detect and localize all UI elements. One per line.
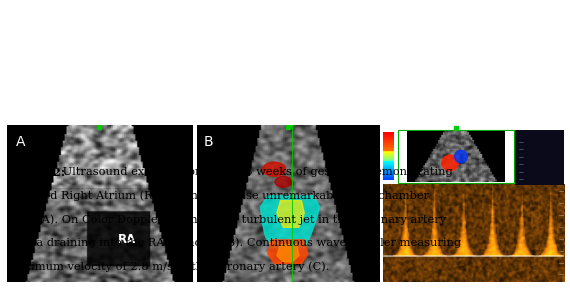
Text: —: — [519,140,524,145]
Text: Ultrasound examination at 22+3 weeks of gestation demonstrating: Ultrasound examination at 22+3 weeks of … [59,167,453,177]
Polygon shape [268,240,308,264]
Polygon shape [260,196,320,248]
Text: —: — [519,170,524,175]
Text: view (A). On Color Doppler examination turbulent jet in the coronary artery: view (A). On Color Doppler examination t… [7,214,446,225]
Text: B: B [204,135,214,149]
Ellipse shape [263,162,286,176]
Polygon shape [277,201,304,227]
Ellipse shape [442,155,458,171]
Text: RA: RA [118,233,136,246]
Bar [515,130,564,185]
Text: —: — [519,155,524,160]
Text: —: — [519,178,524,183]
Text: C: C [389,130,398,144]
Text: —: — [519,147,524,153]
Text: —: — [519,163,524,168]
Text: fistula draining into the RA is shown (B). Continuous wave Doppler measuring: fistula draining into the RA is shown (B… [7,238,461,248]
Text: maximum velocity of 2.8 m/s in the coronary artery (C).: maximum velocity of 2.8 m/s in the coron… [7,261,329,272]
Ellipse shape [455,150,467,163]
Bar [397,130,514,183]
Ellipse shape [275,176,291,187]
Polygon shape [277,245,299,262]
Text: Figure 2:: Figure 2: [7,167,65,178]
Text: A: A [16,135,26,149]
Text: a dilated Right Atrium (RA) in an otherwise unremarkable Four-chamber: a dilated Right Atrium (RA) in an otherw… [7,191,429,201]
